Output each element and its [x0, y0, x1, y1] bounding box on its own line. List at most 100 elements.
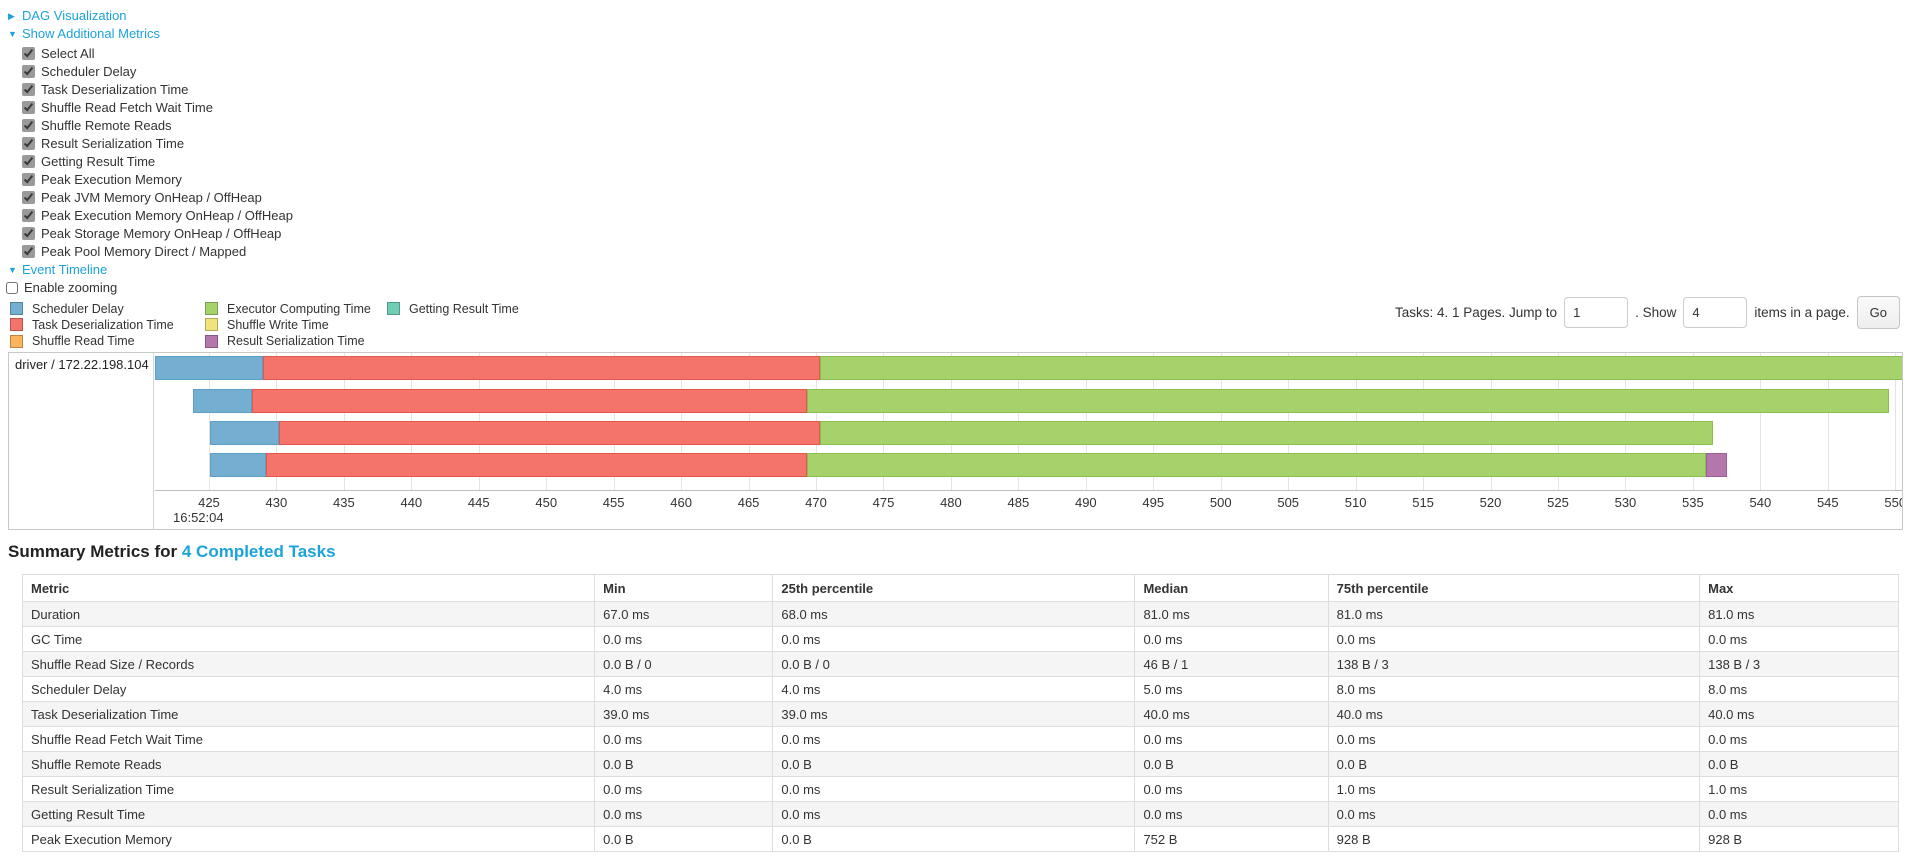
enable-zooming-label: Enable zooming	[24, 280, 118, 295]
metric-checkbox-label: Scheduler Delay	[41, 63, 137, 79]
x-tick-label: 440	[400, 495, 423, 510]
chevron-down-icon: ▼	[8, 265, 17, 275]
metric-checkbox[interactable]	[22, 64, 35, 78]
table-row: Getting Result Time 0.0 ms 0.0 ms 0.0 ms 0.0…	[21, 801, 1899, 827]
x-tick-label: 470	[805, 495, 827, 510]
metric-checkbox[interactable]	[22, 244, 35, 258]
metric-checkbox[interactable]	[22, 208, 35, 222]
metric-value-cell: 8.0 ms	[1699, 676, 1899, 702]
legend-label: Shuffle Write Time	[227, 317, 329, 332]
metric-checkbox[interactable]	[22, 226, 35, 240]
x-tick-label: 460	[670, 495, 692, 510]
metric-checkbox[interactable]	[22, 100, 35, 114]
event-timeline-label: Event Timeline	[22, 262, 108, 277]
metric-value-cell: 46 B / 1	[1134, 651, 1329, 677]
jump-to-page-input[interactable]	[1564, 297, 1629, 328]
metric-value-cell: 0.0 ms	[1699, 801, 1899, 827]
metric-value-cell: 138 B / 3	[1327, 651, 1701, 677]
x-tick-label: 540	[1749, 495, 1772, 510]
metric-checkbox[interactable]	[22, 172, 35, 186]
task-1-executor-computing-segment[interactable]	[820, 356, 1902, 380]
metric-name-cell: Shuffle Read Size / Records	[21, 651, 596, 677]
metric-value-cell: 81.0 ms	[1327, 601, 1701, 627]
metric-checkbox[interactable]	[22, 118, 35, 132]
task-1-task-deserialization-segment[interactable]	[262, 356, 821, 380]
x-tick-label: 520	[1479, 495, 1502, 510]
metric-value-cell: 0.0 B	[1327, 751, 1701, 777]
show-additional-metrics-label: Show Additional Metrics	[22, 26, 161, 41]
metric-value-cell: 1.0 ms	[1327, 776, 1701, 802]
task-3-task-deserialization-segment[interactable]	[279, 421, 821, 445]
metric-checkbox[interactable]	[22, 46, 35, 60]
x-tick-label: 435	[333, 495, 355, 510]
metric-value-cell: 81.0 ms	[1134, 601, 1329, 627]
show-additional-metrics-toggle[interactable]: ▼ Show Additional Metrics	[8, 26, 160, 42]
dag-visualization-toggle[interactable]: ▶ DAG Visualization	[8, 8, 127, 24]
metric-value-cell: 0.0 ms	[772, 726, 1136, 752]
x-tick-label: 500	[1209, 495, 1232, 510]
metric-checkbox-label: Task Deserialization Time	[41, 81, 189, 97]
metric-checkbox-row: Peak JVM Memory OnHeap / OffHeap	[22, 188, 293, 206]
summary-metrics-table: Metric Min 25th percentile Median 75th perce…	[21, 574, 1899, 852]
table-row: Task Deserialization Time 39.0 ms 39.0 ms 4…	[21, 701, 1899, 727]
metric-checkbox-label: Peak JVM Memory OnHeap / OffHeap	[41, 189, 262, 205]
metric-checkbox[interactable]	[22, 154, 35, 168]
metric-value-cell: 138 B / 3	[1699, 651, 1899, 677]
task-4-executor-computing-segment[interactable]	[806, 453, 1707, 477]
metric-value-cell: 39.0 ms	[772, 701, 1136, 727]
metric-value-cell: 0.0 ms	[772, 776, 1136, 802]
metric-checkbox[interactable]	[22, 82, 35, 96]
task-2-executor-computing-segment[interactable]	[806, 389, 1889, 413]
legend-item: Task Deserialization Time	[10, 318, 174, 332]
metric-value-cell: 0.0 ms	[1699, 726, 1899, 752]
metric-name-cell: Shuffle Read Fetch Wait Time	[21, 726, 596, 752]
table-row: GC Time 0.0 ms 0.0 ms 0.0 ms 0.0 ms 0.0 ms	[21, 626, 1899, 652]
metric-checkbox-row: Peak Storage Memory OnHeap / OffHeap	[22, 224, 293, 242]
metric-checkbox-list: Select All Scheduler Delay Task Deserializ…	[22, 44, 293, 260]
metric-value-cell: 0.0 ms	[1699, 626, 1899, 652]
metric-value-cell: 0.0 ms	[1134, 776, 1329, 802]
items-per-page-input[interactable]	[1683, 297, 1748, 328]
metric-checkbox[interactable]	[22, 190, 35, 204]
task-4-result-serialization-segment[interactable]	[1706, 453, 1727, 477]
legend-swatch-icon	[205, 334, 218, 348]
metric-checkbox-label: Peak Storage Memory OnHeap / OffHeap	[41, 225, 282, 241]
metric-checkbox-row: Result Serialization Time	[22, 134, 293, 152]
completed-tasks-link[interactable]: 4 Completed Tasks	[181, 542, 336, 561]
enable-zooming-checkbox[interactable]	[6, 281, 18, 294]
x-tick-label: 465	[737, 495, 760, 510]
task-2-task-deserialization-segment[interactable]	[252, 389, 807, 413]
metric-value-cell: 0.0 ms	[1327, 801, 1701, 827]
metric-value-cell: 928 B	[1327, 826, 1701, 852]
task-4-scheduler-delay-segment[interactable]	[210, 453, 266, 477]
timeline-legend-column: Executor Computing Time Shuffle Write Tim…	[205, 302, 371, 351]
metric-value-cell: 40.0 ms	[1134, 701, 1329, 727]
chevron-down-icon: ▼	[8, 29, 17, 39]
task-1-scheduler-delay-segment[interactable]	[155, 356, 263, 380]
metric-checkbox[interactable]	[22, 136, 35, 150]
metric-name-cell: Getting Result Time	[21, 801, 596, 827]
task-3-scheduler-delay-segment[interactable]	[210, 421, 280, 445]
metric-value-cell: 0.0 B / 0	[772, 651, 1136, 677]
metric-checkbox-label: Result Serialization Time	[41, 135, 185, 151]
timeline-legend-column: Scheduler Delay Task Deserialization Time…	[10, 302, 174, 351]
legend-swatch-icon	[387, 302, 400, 315]
legend-item: Scheduler Delay	[10, 301, 174, 316]
go-button[interactable]: Go	[1856, 296, 1900, 329]
metric-value-cell: 0.0 ms	[594, 626, 774, 652]
task-pagination: Tasks: 4. 1 Pages. Jump to . Show items …	[1395, 296, 1900, 329]
dag-visualization-label: DAG Visualization	[22, 8, 127, 23]
task-3-executor-computing-segment[interactable]	[820, 421, 1714, 445]
metric-checkbox-label: Shuffle Remote Reads	[41, 117, 172, 133]
table-row: Shuffle Remote Reads 0.0 B 0.0 B 0.0 B 0.0 B…	[21, 751, 1899, 777]
event-timeline-toggle[interactable]: ▼ Event Timeline	[8, 262, 107, 278]
table-header-cell: 25th percentile	[772, 574, 1136, 602]
x-tick-label: 525	[1547, 495, 1569, 510]
task-4-task-deserialization-segment[interactable]	[265, 453, 807, 477]
legend-label: Result Serialization Time	[227, 334, 365, 349]
task-2-scheduler-delay-segment[interactable]	[192, 389, 253, 413]
table-header-cell: Min	[594, 574, 774, 602]
timeline-plot-area: 425 430 435 440 445 450 455 460 465 470 475 480 485 4…	[155, 353, 1902, 529]
legend-label: Scheduler Delay	[32, 301, 124, 316]
metric-value-cell: 0.0 ms	[1327, 726, 1701, 752]
